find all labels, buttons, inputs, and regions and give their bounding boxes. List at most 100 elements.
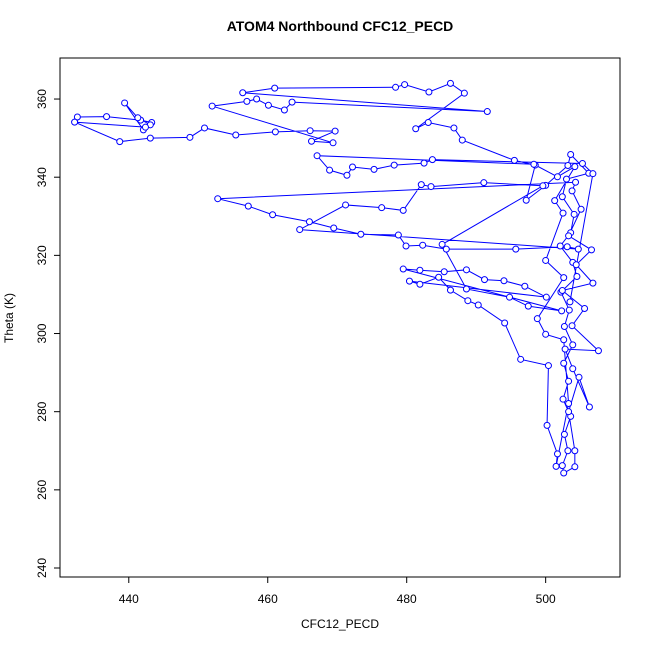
data-point — [567, 151, 575, 159]
data-point — [481, 276, 489, 284]
data-point — [560, 469, 568, 477]
data-point — [568, 187, 576, 195]
y-tick-label: 360 — [35, 89, 49, 109]
data-point — [305, 218, 313, 226]
data-point — [420, 159, 428, 167]
data-point — [542, 256, 550, 264]
data-point — [201, 124, 209, 132]
data-point — [560, 359, 568, 367]
data-point — [565, 232, 573, 240]
data-point — [560, 430, 568, 438]
data-point — [572, 261, 580, 269]
data-point — [501, 319, 509, 327]
data-point — [474, 301, 482, 309]
data-point — [401, 81, 409, 89]
data-point — [589, 170, 597, 178]
data-point — [435, 273, 443, 281]
data-point — [330, 224, 338, 232]
y-tick-label: 300 — [35, 323, 49, 343]
data-point — [533, 315, 541, 323]
data-point — [553, 450, 561, 458]
data-point — [357, 230, 365, 238]
data-point — [521, 282, 529, 290]
data-point — [438, 240, 446, 248]
data-point — [572, 178, 580, 186]
data-point — [442, 245, 450, 253]
data-point — [564, 447, 572, 455]
plot-frame — [59, 57, 621, 578]
data-point — [331, 127, 339, 135]
data-point — [440, 268, 448, 276]
data-point — [565, 306, 573, 314]
data-point — [565, 377, 573, 385]
data-point — [427, 183, 435, 191]
data-point — [575, 373, 583, 381]
data-point — [313, 152, 321, 160]
x-tick-label: 500 — [536, 592, 556, 606]
data-point — [253, 95, 261, 103]
data-point — [585, 403, 593, 411]
data-point — [378, 204, 386, 212]
data-point — [577, 205, 585, 213]
data-point — [558, 307, 566, 315]
data-point — [390, 161, 398, 169]
data-point — [594, 347, 602, 355]
x-tick-label: 460 — [258, 592, 278, 606]
data-point — [271, 128, 279, 136]
data-point — [271, 84, 279, 92]
data-point — [186, 133, 194, 141]
data-point — [588, 246, 596, 254]
data-point — [269, 211, 277, 219]
data-point — [574, 245, 582, 253]
data-point — [480, 179, 488, 187]
y-tick-label: 240 — [35, 558, 49, 578]
data-point — [308, 137, 316, 145]
data-point — [392, 83, 400, 91]
data-point — [146, 134, 154, 142]
data-point — [71, 118, 79, 126]
data-point — [464, 297, 472, 305]
data-point — [560, 274, 568, 282]
data-point — [446, 79, 454, 87]
data-point — [419, 241, 427, 249]
data-point — [458, 136, 466, 144]
data-point — [570, 210, 578, 218]
data-point — [214, 195, 222, 203]
data-point — [329, 139, 337, 147]
data-point — [349, 163, 357, 171]
x-axis-label: CFC12_PECD — [301, 617, 379, 631]
data-point — [569, 365, 577, 373]
data-point — [394, 231, 402, 239]
data-point — [568, 322, 576, 330]
data-point — [542, 330, 550, 338]
data-point — [399, 206, 407, 214]
data-point — [244, 202, 252, 210]
data-point — [517, 355, 525, 363]
data-point — [446, 286, 454, 294]
data-point — [264, 101, 272, 109]
data-point — [510, 156, 518, 164]
y-tick-label: 340 — [35, 167, 49, 187]
data-point — [342, 201, 350, 209]
data-point — [462, 266, 470, 274]
y-axis-label: Theta (K) — [2, 293, 16, 343]
data-point — [399, 265, 407, 273]
data-point — [462, 285, 470, 293]
data-point — [558, 193, 566, 201]
data-point — [569, 341, 577, 349]
data-point — [428, 156, 436, 164]
y-tick-label: 260 — [35, 480, 49, 500]
data-point — [530, 160, 538, 168]
data-point — [589, 279, 597, 287]
data-point — [370, 165, 378, 173]
data-point — [326, 166, 334, 174]
y-tick-label: 320 — [35, 245, 49, 265]
x-tick-label: 480 — [397, 592, 417, 606]
data-point — [553, 173, 561, 181]
data-point — [425, 88, 433, 96]
data-point — [539, 182, 547, 190]
data-point — [103, 113, 111, 121]
data-point — [561, 345, 569, 353]
chart-title: ATOM4 Northbound CFC12_PECD — [227, 18, 454, 34]
